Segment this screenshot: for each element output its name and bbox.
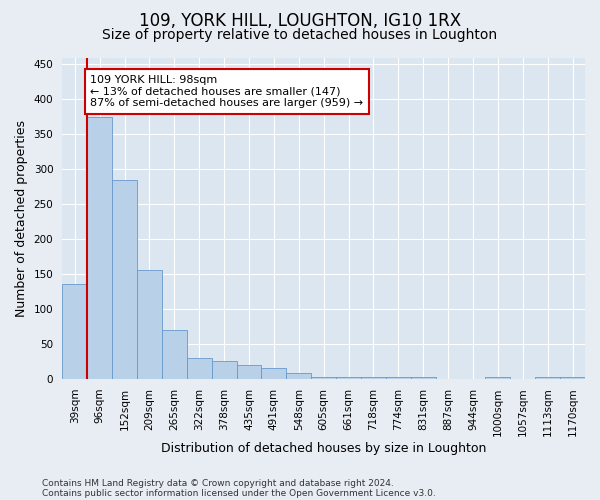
Bar [286,373,311,378]
Bar [336,376,361,378]
Bar [137,270,162,378]
Text: 109 YORK HILL: 98sqm
← 13% of detached houses are smaller (147)
87% of semi-deta: 109 YORK HILL: 98sqm ← 13% of detached h… [90,75,364,108]
Bar [311,376,336,378]
Bar [62,284,87,378]
Bar [112,180,137,378]
Bar [212,360,236,378]
X-axis label: Distribution of detached houses by size in Loughton: Distribution of detached houses by size … [161,442,487,455]
Bar [236,364,262,378]
Text: 109, YORK HILL, LOUGHTON, IG10 1RX: 109, YORK HILL, LOUGHTON, IG10 1RX [139,12,461,30]
Bar [162,330,187,378]
Text: Contains public sector information licensed under the Open Government Licence v3: Contains public sector information licen… [42,488,436,498]
Bar [187,358,212,378]
Y-axis label: Number of detached properties: Number of detached properties [15,120,28,316]
Text: Contains HM Land Registry data © Crown copyright and database right 2024.: Contains HM Land Registry data © Crown c… [42,478,394,488]
Text: Size of property relative to detached houses in Loughton: Size of property relative to detached ho… [103,28,497,42]
Bar [262,368,286,378]
Bar [87,117,112,378]
